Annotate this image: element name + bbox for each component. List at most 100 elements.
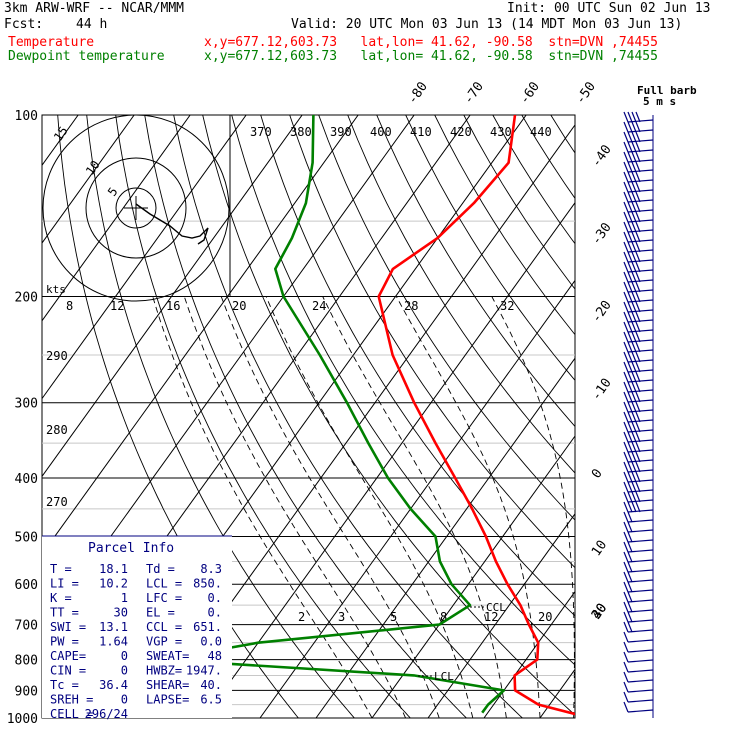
parcel-row-value: 296/24 (85, 707, 128, 721)
parcel-row-value: 0. (208, 591, 222, 605)
theta-label: 430 (490, 125, 512, 139)
wind-barb-flag (635, 341, 641, 353)
wind-barb-flag (631, 421, 637, 433)
dry-adiabat-line (202, 115, 575, 716)
hodograph-speed-tick: 24 (312, 299, 326, 313)
wind-barb (623, 281, 654, 293)
parcel-row-value: 10.2 (99, 577, 128, 591)
wind-barb-flag (627, 501, 633, 513)
hodograph-ring-label: 15 (51, 124, 71, 144)
wind-barb-flag (623, 561, 629, 573)
wind-barb-flag (627, 441, 633, 453)
wind-barb (623, 321, 654, 333)
wind-barb (623, 391, 654, 403)
wind-barb-flag (635, 401, 641, 413)
wind-barb-flag (623, 321, 629, 333)
mixing-ratio-label: 8 (440, 610, 447, 624)
wind-barb-flag (623, 161, 629, 173)
wind-barb (623, 661, 654, 673)
wind-barb-flag (623, 291, 629, 303)
theta-label: 270 (46, 495, 68, 509)
pressure-tick-label: 1000 (7, 712, 38, 727)
dry-adiabat-line (318, 115, 575, 521)
wind-barb-flag (623, 351, 629, 363)
wind-barb-flag (635, 301, 641, 313)
wind-barb (623, 161, 654, 173)
mixing-ratio-label: 2 (298, 610, 305, 624)
wind-barb-flag (635, 111, 641, 123)
parcel-row-label: CELL = (50, 707, 93, 721)
wind-barb-flag (627, 581, 633, 593)
wind-barb-flag (631, 201, 637, 213)
wind-barb-flag (623, 361, 629, 373)
theta-label: 280 (46, 423, 68, 437)
wind-barb-flag (623, 541, 629, 553)
wind-barb-flag (635, 171, 641, 183)
temperature-line (377, 115, 575, 716)
wind-barb-flag (627, 611, 633, 623)
moist-adiabat-line (220, 296, 440, 718)
wind-barb-flag (627, 371, 633, 383)
wind-barb-flag (623, 691, 629, 703)
pressure-tick-label: 300 (15, 397, 38, 412)
wind-barb (623, 451, 654, 463)
wind-barb-flag (631, 481, 637, 493)
wind-barb-flag (627, 131, 633, 143)
wind-barb (623, 191, 654, 203)
isotherm-label: -20 (589, 298, 615, 326)
isotherm-line (708, 115, 740, 718)
wind-barb-flag (635, 501, 641, 513)
wind-barb-flag (627, 141, 633, 153)
dry-adiabat-line (347, 115, 575, 474)
wind-barb-flag (627, 491, 633, 503)
pressure-tick-label: 100 (15, 109, 38, 124)
wind-barb (623, 561, 654, 573)
parcel-row-value: 1 (121, 591, 128, 605)
hodograph-kts-label: kts (46, 283, 66, 296)
wind-barb (623, 601, 654, 613)
wind-barb-flag (631, 431, 637, 443)
wind-barb-flag (631, 121, 637, 133)
wind-barb-flag (631, 281, 637, 293)
wind-barb (623, 521, 654, 533)
parcel-row-value: 0 (121, 649, 128, 663)
wind-barb (623, 121, 654, 133)
parcel-row-value: 0 (121, 664, 128, 678)
parcel-row-label: EL = (146, 606, 175, 620)
parcel-row-label: Td = (146, 562, 175, 576)
wind-barb-shaft (627, 639, 654, 643)
wind-barb-flag (623, 631, 629, 643)
dry-adiabat-line (405, 115, 575, 382)
wind-barb-flag (627, 571, 633, 583)
wind-barb-flag (623, 181, 629, 193)
wind-barb-flag (631, 301, 637, 313)
theta-label: 410 (410, 125, 432, 139)
wind-barb-flag (627, 271, 633, 283)
wind-barb (623, 311, 654, 323)
wind-barb-flag (627, 321, 633, 333)
wind-barb (623, 371, 654, 383)
wind-barb-flag (623, 111, 629, 123)
wind-barb-flag (635, 391, 641, 403)
wind-barb-flag (627, 251, 633, 263)
parcel-row-value: 0. (208, 606, 222, 620)
wind-barb-flag (627, 531, 633, 543)
wind-barb-flag (631, 191, 637, 203)
wind-barb (623, 621, 654, 633)
dry-adiabat-line (609, 115, 740, 718)
wind-barb-flag (631, 381, 637, 393)
parcel-row-value: 850. (193, 577, 222, 591)
wind-barb-flag (627, 391, 633, 403)
wind-barb-flag (623, 221, 629, 233)
wind-barb-flag (635, 441, 641, 453)
parcel-row-label: SWEAT= (146, 649, 189, 663)
isotherm-label: 10 (589, 538, 610, 559)
dry-adiabat-line (550, 115, 575, 154)
wind-barb-flag (627, 541, 633, 553)
wind-barb-flag (631, 441, 637, 453)
wind-barb (623, 571, 654, 583)
wind-barb-flag (631, 291, 637, 303)
forecast-hours: 44 h (76, 17, 108, 32)
valid-time: Valid: 20 UTC Mon 03 Jun 13 (14 MDT Mon … (291, 17, 683, 32)
wind-barb-flag (635, 451, 641, 463)
